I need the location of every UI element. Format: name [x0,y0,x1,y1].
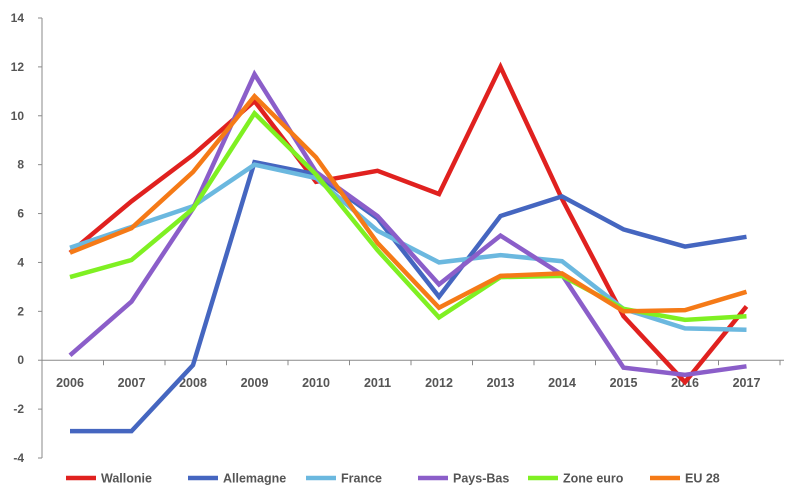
y-tick-label: 2 [17,304,24,318]
y-tick-label: 14 [11,11,25,25]
legend-item-zone-euro: Zone euro [528,472,624,486]
x-tick-label: 2013 [487,376,515,390]
legend-item-france: France [306,472,382,486]
x-tick-labels: 2006 2007 2008 2009 2010 2011 2012 2013 2014 2015… [56,376,760,390]
legend-label: EU 28 [685,472,720,486]
x-tick-label: 2011 [364,376,391,390]
y-tick-label: -4 [13,451,24,465]
y-tick-labels: -4 -2 0 2 4 6 8 10 12 14 [11,11,25,465]
legend-item-wallonie: Wallonie [66,472,152,486]
y-tick-label: 6 [17,207,24,221]
legend-label: France [341,472,382,486]
x-tick-label: 2008 [179,376,207,390]
y-tick-label: 0 [17,353,24,367]
series-line-wallonie [68,61,749,386]
legend-item-allemagne: Allemagne [188,472,286,486]
x-tick-label: 2012 [425,376,453,390]
series-line-eu-28 [69,92,748,314]
chart-axes [38,17,784,459]
legend-label: Wallonie [101,472,152,486]
y-tick-label: 4 [17,255,24,269]
series-line-zone-euro [69,109,747,323]
y-tick-label: -2 [13,402,24,416]
legend-item-pays-bas: Pays-Bas [418,472,509,486]
x-tick-label: 2015 [610,376,638,390]
x-tick-label: 2009 [241,376,269,390]
series-line-pays-bas [68,69,747,378]
x-tick-label: 2014 [548,376,576,390]
legend-item-eu-28: EU 28 [650,472,720,486]
legend-label: Allemagne [223,472,286,486]
y-tick-label: 8 [17,158,24,172]
y-tick-label: 10 [11,109,25,123]
x-tick-label: 2007 [118,376,146,390]
x-tick-label: 2010 [302,376,330,390]
x-tick-label: 2006 [56,376,84,390]
legend-label: Pays-Bas [453,472,509,486]
series-line-allemagne [70,159,747,434]
series-lines [68,61,749,434]
y-tick-label: 12 [11,60,25,74]
legend-label: Zone euro [563,472,624,486]
x-tick-label: 2017 [733,376,761,390]
legend: Wallonie Allemagne France Pays-Bas Zone euro… [66,472,720,486]
